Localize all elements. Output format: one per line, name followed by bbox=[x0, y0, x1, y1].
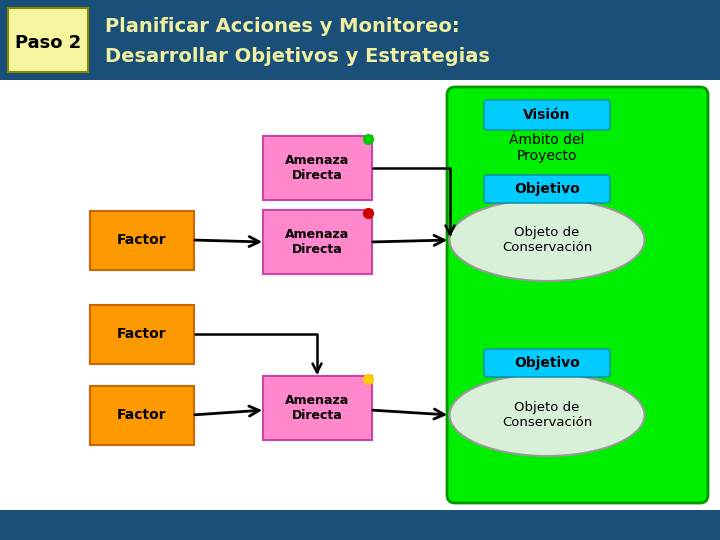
Text: Desarrollar Objetivos y Estrategias: Desarrollar Objetivos y Estrategias bbox=[105, 48, 490, 66]
Text: Amenaza
Directa: Amenaza Directa bbox=[285, 154, 349, 182]
FancyBboxPatch shape bbox=[447, 87, 708, 503]
Bar bbox=[0, 510, 720, 540]
Text: Visión: Visión bbox=[523, 108, 571, 122]
Text: Objeto de
Conservación: Objeto de Conservación bbox=[502, 226, 592, 254]
FancyBboxPatch shape bbox=[90, 386, 194, 445]
FancyBboxPatch shape bbox=[263, 376, 372, 440]
FancyBboxPatch shape bbox=[484, 100, 610, 130]
Text: Factor: Factor bbox=[117, 327, 167, 341]
Text: Factor: Factor bbox=[117, 233, 167, 247]
Text: Paso 2: Paso 2 bbox=[15, 34, 81, 52]
Text: Objetivo: Objetivo bbox=[514, 182, 580, 196]
FancyBboxPatch shape bbox=[484, 175, 610, 203]
FancyBboxPatch shape bbox=[90, 305, 194, 364]
FancyBboxPatch shape bbox=[263, 210, 372, 274]
Text: Factor: Factor bbox=[117, 408, 167, 422]
Text: Objeto de
Conservación: Objeto de Conservación bbox=[502, 401, 592, 429]
Text: Amenaza
Directa: Amenaza Directa bbox=[285, 228, 349, 256]
FancyBboxPatch shape bbox=[8, 8, 88, 72]
Ellipse shape bbox=[449, 199, 644, 281]
FancyBboxPatch shape bbox=[263, 136, 372, 200]
Text: Planificar Acciones y Monitoreo:: Planificar Acciones y Monitoreo: bbox=[105, 17, 459, 37]
Ellipse shape bbox=[449, 374, 644, 456]
Text: Amenaza
Directa: Amenaza Directa bbox=[285, 394, 349, 422]
FancyBboxPatch shape bbox=[484, 349, 610, 377]
Text: Ámbito del
Proyecto: Ámbito del Proyecto bbox=[509, 133, 585, 163]
FancyBboxPatch shape bbox=[90, 211, 194, 270]
Bar bbox=[0, 0, 720, 80]
Text: Objetivo: Objetivo bbox=[514, 356, 580, 370]
